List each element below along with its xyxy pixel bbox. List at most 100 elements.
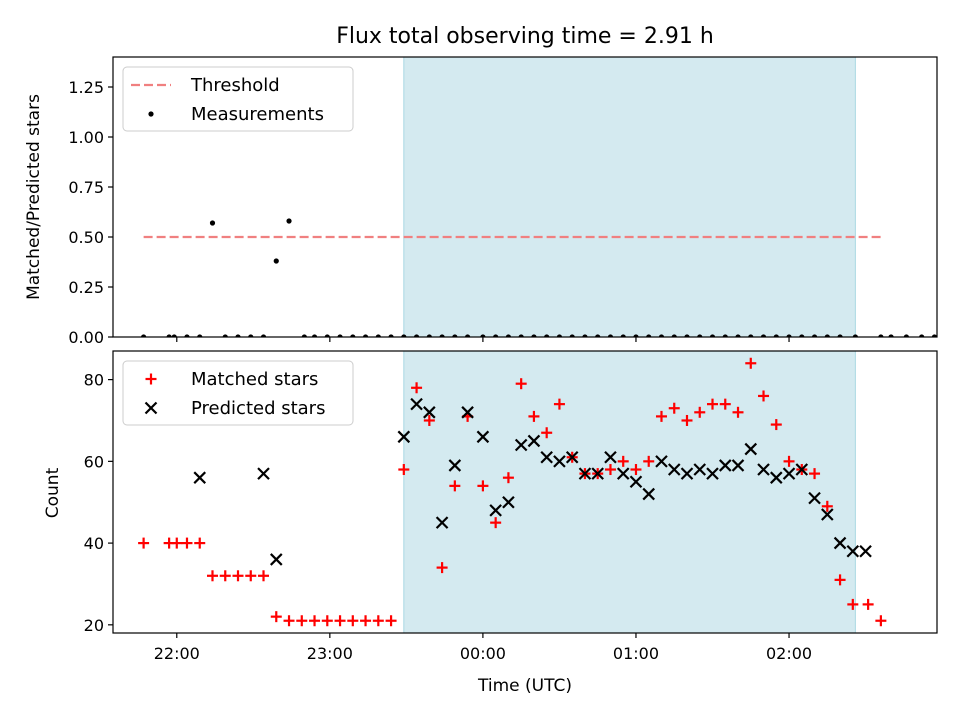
y-tick-label: 40 (84, 534, 104, 553)
measurement-point (837, 334, 843, 337)
measurement-point (413, 334, 420, 337)
measurement-point (518, 334, 524, 337)
matched-star-marker (604, 464, 616, 476)
x-axis-label: Time (UTC) (477, 676, 572, 696)
matched-star-marker (643, 455, 655, 467)
matched-star-marker (283, 615, 295, 627)
matched-star-marker (423, 414, 435, 426)
matched-star-marker (617, 455, 629, 467)
matched-star-marker (502, 472, 514, 484)
legend-label: Matched stars (191, 369, 318, 390)
measurement-point (439, 334, 445, 337)
matched-star-marker (245, 570, 257, 582)
matched-star-marker (436, 562, 448, 574)
matched-star-marker (219, 570, 231, 582)
matched-star-marker (372, 615, 384, 627)
predicted-star-marker (795, 463, 809, 476)
marker-stroke (693, 463, 707, 476)
predicted-star-marker (744, 442, 758, 456)
matched-star-marker (411, 382, 423, 394)
matched-star-marker (309, 615, 321, 627)
matched-star-marker (875, 615, 887, 627)
predicted-star-marker (435, 516, 449, 529)
measurement-point (824, 334, 830, 337)
chart-title: Flux total observing time = 2.91 h (336, 24, 714, 49)
marker-stroke (833, 536, 847, 550)
predicted-star-marker (846, 544, 860, 558)
predicted-star-marker (269, 553, 283, 566)
measurement-point (633, 334, 639, 337)
marker-stroke (269, 553, 283, 566)
matched-star-marker (553, 398, 565, 410)
matched-star-marker (270, 611, 282, 623)
matched-star-marker (360, 615, 372, 627)
top-panel: Flux total observing time = 2.91 h Match… (24, 24, 938, 347)
matched-star-marker (862, 598, 874, 610)
measurement-point (184, 334, 190, 337)
measurement-point (903, 334, 909, 337)
legend: Threshold Measurements (122, 66, 354, 132)
measurement-point (697, 334, 703, 337)
measurement-point (919, 334, 925, 337)
marker-stroke (642, 487, 656, 501)
observing-window-shade (403, 351, 856, 633)
measurement-point (465, 334, 471, 337)
predicted-star-marker (527, 434, 541, 448)
top-y-axis-label: Matched/Predicted stars (24, 94, 44, 300)
matched-star-marker (321, 615, 333, 627)
measurement-point (350, 334, 356, 337)
marker-stroke (257, 467, 270, 480)
predicted-star-marker (540, 450, 553, 464)
predicted-star-marker (578, 467, 592, 480)
measurement-point (556, 334, 563, 337)
marker-stroke (565, 450, 579, 464)
measurement-point (301, 334, 307, 337)
predicted-star-marker (397, 430, 411, 444)
marker-stroke (706, 467, 719, 480)
matched-star-marker (847, 598, 859, 610)
matched-star-marker (398, 464, 410, 476)
measurement-point (799, 334, 805, 337)
matched-star-marker (138, 537, 150, 549)
predicted-star-marker (565, 450, 579, 464)
y-tick-label: 1.00 (68, 128, 104, 147)
legend-measurement-swatch (148, 111, 154, 117)
matched-star-marker (758, 390, 770, 402)
y-tick-label: 80 (84, 371, 104, 390)
measurement-point (388, 334, 394, 337)
y-tick-label: 1.25 (68, 78, 104, 97)
marker-stroke (476, 430, 490, 444)
measurement-point (748, 334, 754, 337)
measurement-point (595, 334, 601, 337)
legend-box (122, 360, 354, 426)
y-tick-label: 20 (84, 616, 104, 635)
measurement-point (286, 218, 292, 224)
matched-star-marker (347, 615, 359, 627)
measurement-point (337, 334, 343, 337)
legend-label: Measurements (191, 104, 324, 125)
predicted-star-marker (693, 463, 707, 476)
bottom-plot-area: 20 40 60 80 22:00 23:00 00:00 01:00 02:00 Matched… (84, 350, 938, 663)
marker-stroke (489, 504, 502, 517)
predicted-star-marker (770, 471, 783, 484)
predicted-star-marker (461, 406, 474, 419)
measurement-point (141, 334, 147, 337)
predicted-star-marker (448, 459, 462, 472)
measurement-point (607, 334, 614, 337)
matched-star-marker (490, 517, 502, 529)
predicted-star-marker (476, 430, 490, 444)
measurement-point (401, 334, 407, 337)
x-tick-label: 02:00 (766, 644, 812, 663)
measurement-point (426, 334, 432, 337)
marker-stroke (744, 442, 758, 456)
bottom-panel: Count Time (UTC) 20 40 60 80 22:00 23:00 00:00… (43, 350, 938, 696)
predicted-star-marker (821, 508, 834, 521)
legend-label: Predicted stars (191, 398, 325, 419)
matched-star-marker (385, 615, 397, 627)
measurement-point (171, 334, 177, 337)
matched-star-marker (334, 615, 346, 627)
predicted-star-marker (757, 463, 770, 476)
marker-stroke (410, 397, 423, 411)
measurement-point (235, 334, 241, 337)
measurement-point (671, 334, 677, 337)
